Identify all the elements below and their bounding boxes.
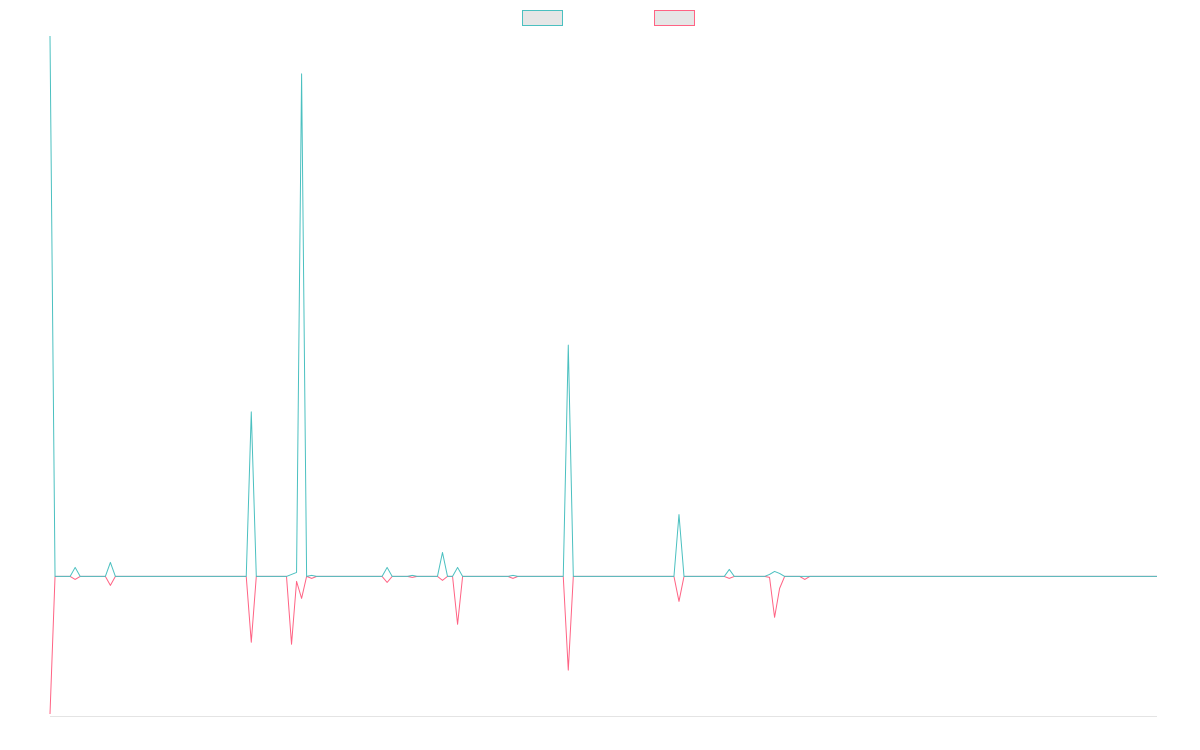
legend-swatch (522, 10, 563, 26)
series-line (49, 575, 1157, 715)
series-line (49, 35, 1157, 577)
legend-swatch (654, 10, 695, 26)
